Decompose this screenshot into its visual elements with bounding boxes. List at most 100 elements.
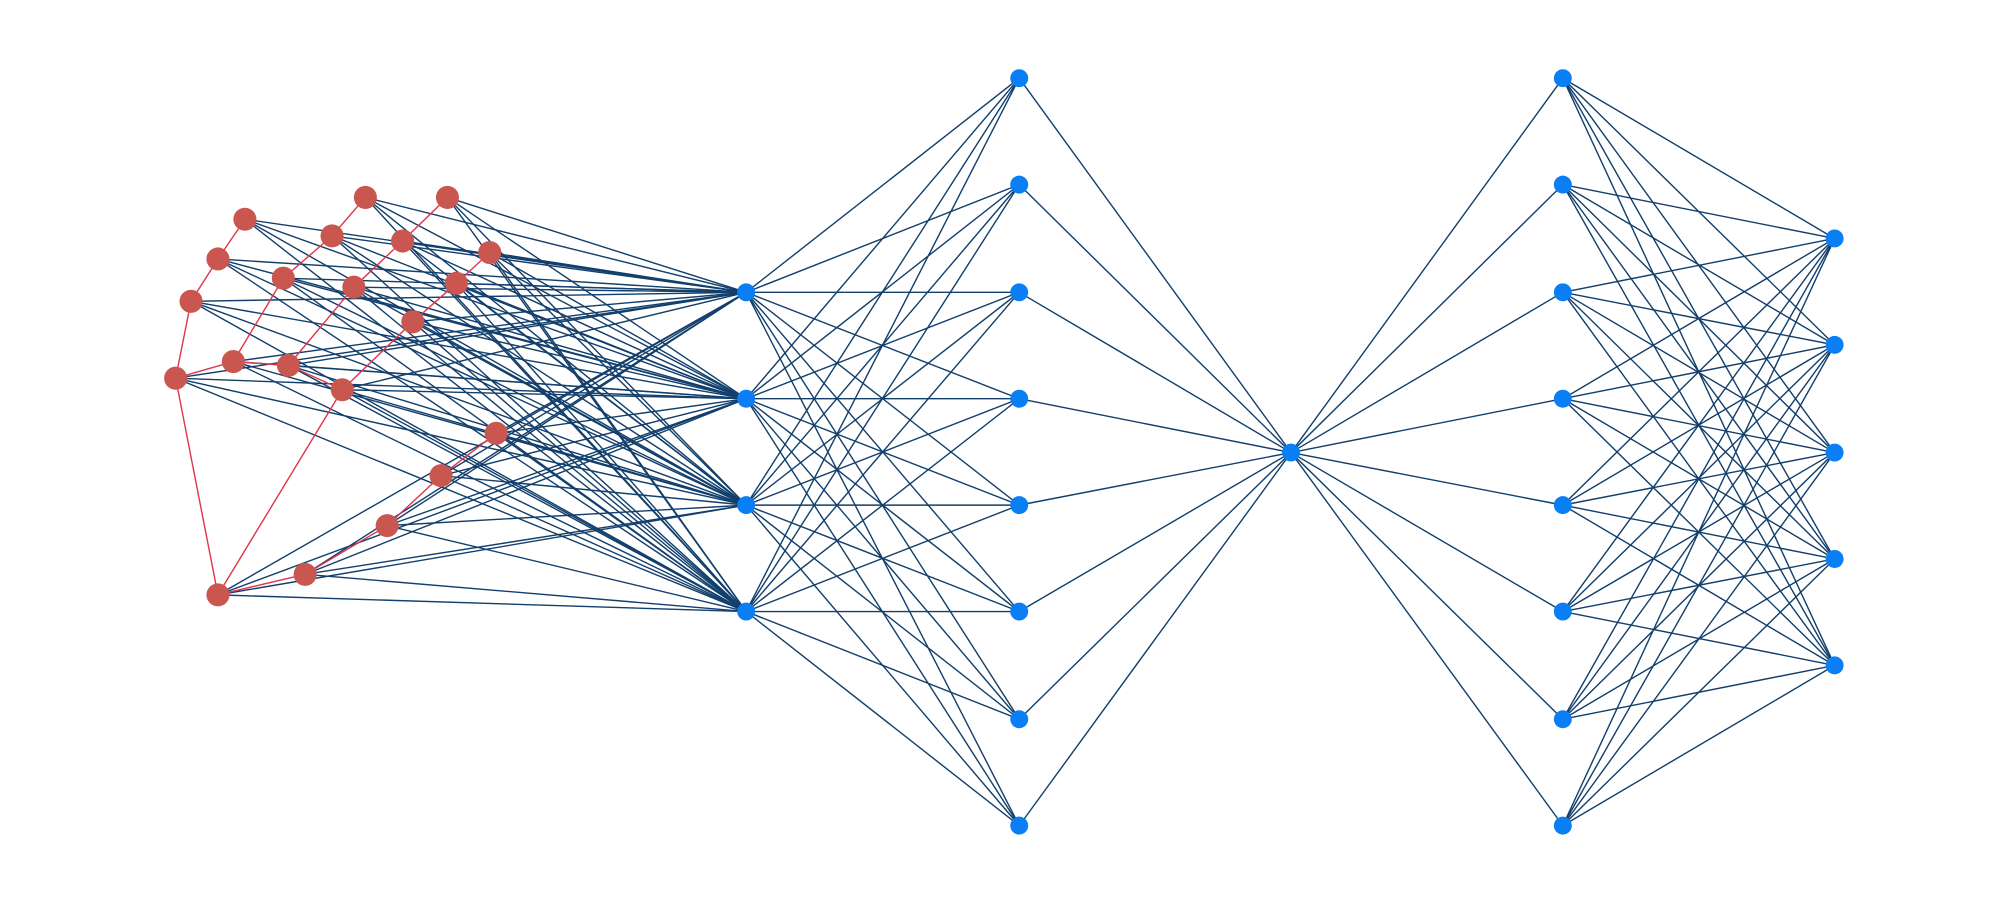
edges (174, 77, 1836, 827)
connection (288, 364, 747, 613)
connection (1018, 77, 1292, 453)
connection (447, 196, 747, 293)
connection (1290, 451, 1563, 506)
neuron (737, 602, 756, 621)
connection (1562, 238, 1836, 720)
connection (175, 377, 747, 506)
hand-landmark (221, 350, 245, 374)
connection (305, 573, 747, 613)
hand-landmark (206, 247, 230, 271)
neuron (1825, 550, 1844, 568)
connection (1562, 237, 1836, 506)
hand-bone (174, 301, 192, 379)
connection (217, 398, 747, 596)
connection (1290, 184, 1564, 454)
neuron (737, 389, 756, 408)
connection (745, 504, 1020, 613)
connection (1562, 183, 1835, 240)
connection (1290, 452, 1564, 720)
hand-bone (304, 525, 388, 575)
hand-bone (287, 286, 355, 366)
hand-bone (440, 432, 497, 477)
connection (1562, 238, 1836, 612)
connection (1018, 184, 1292, 454)
connection (745, 77, 1020, 293)
hand-landmark (233, 207, 257, 231)
hand-bone (232, 277, 284, 362)
connection (233, 360, 747, 613)
neuron (1825, 335, 1844, 354)
connection (1290, 77, 1564, 453)
hand-landmark (478, 241, 502, 265)
connection (1562, 238, 1836, 826)
neuron (1010, 602, 1029, 621)
connection (489, 252, 747, 506)
hand-bone (217, 573, 306, 596)
neuron (1553, 496, 1572, 515)
connection (745, 610, 1020, 720)
hand-landmark (206, 583, 230, 607)
connection (386, 398, 747, 527)
hand-landmark (391, 229, 415, 253)
hand-bone (386, 475, 442, 527)
connection (288, 364, 747, 506)
connection (1018, 452, 1292, 827)
connection (1018, 451, 1292, 613)
hand-landmark (342, 275, 366, 299)
connection (244, 218, 747, 613)
connection (217, 258, 747, 613)
connection (440, 474, 747, 613)
connection (304, 398, 747, 576)
hand-landmark (375, 514, 399, 538)
connection (365, 196, 747, 400)
connection (1562, 664, 1835, 827)
connection (1290, 451, 1564, 613)
connection (244, 218, 747, 506)
neuron (1010, 389, 1029, 408)
neuron (1553, 283, 1572, 302)
hand-bone (174, 378, 219, 596)
hand-landmark (179, 289, 203, 313)
connection (745, 398, 1020, 613)
neuron (1010, 816, 1029, 835)
connection (353, 286, 747, 294)
connection (1562, 237, 1835, 400)
connection (331, 235, 747, 506)
neuron (1010, 496, 1029, 515)
connection (282, 277, 747, 613)
connection (1019, 398, 1292, 454)
neuron (1553, 710, 1572, 729)
hand-bone (217, 389, 343, 596)
hand-landmark (293, 562, 317, 586)
connection (217, 258, 747, 294)
hand-landmark (484, 421, 508, 445)
connection (1019, 451, 1292, 506)
hand-landmark (429, 464, 453, 488)
connection (365, 196, 747, 293)
hand-landmark (444, 271, 468, 295)
connection (1562, 558, 1836, 827)
connection (191, 291, 747, 302)
connection (402, 240, 747, 400)
connection (440, 474, 747, 506)
connection (1562, 344, 1836, 826)
neuron (1010, 175, 1029, 194)
connection (331, 235, 747, 400)
connection (233, 291, 747, 363)
neuron (1010, 710, 1029, 729)
connection (364, 196, 747, 613)
hand-landmark (276, 353, 300, 377)
neuron (1553, 816, 1572, 835)
connection (440, 398, 747, 477)
connection (1562, 77, 1835, 240)
connection (440, 291, 747, 477)
connection (217, 594, 747, 613)
hand-landmark (320, 224, 344, 248)
connection (217, 258, 747, 400)
connection (1018, 291, 1292, 454)
neuron (1553, 69, 1572, 88)
neuron (1553, 175, 1572, 194)
neuron (1010, 283, 1029, 302)
